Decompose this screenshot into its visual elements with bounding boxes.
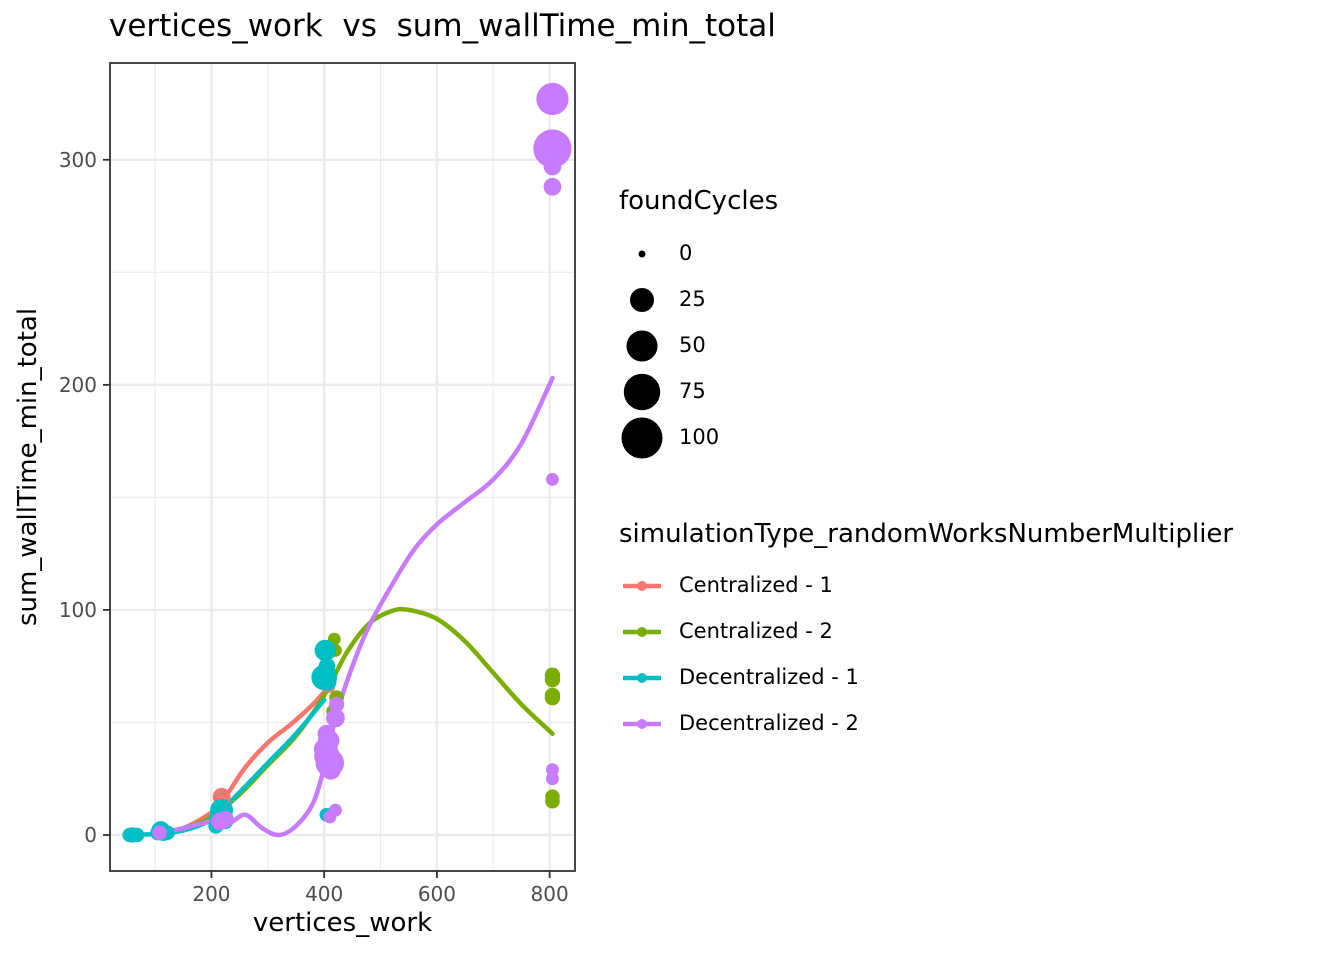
data-point <box>533 129 572 168</box>
y-tick-label: 100 <box>59 598 97 622</box>
size-legend-keys <box>621 250 663 459</box>
major-gridlines <box>110 63 575 871</box>
size-legend-label: 100 <box>679 425 720 449</box>
data-point <box>544 672 561 688</box>
x-axis-title: vertices_work <box>252 908 433 938</box>
data-point <box>317 724 336 743</box>
y-axis-title: sum_wallTime_min_total <box>13 307 43 627</box>
data-point <box>314 639 337 662</box>
color-legend-label: Decentralized - 1 <box>679 665 859 689</box>
color-legend-keys <box>623 581 661 729</box>
panel-border <box>109 62 576 872</box>
data-point <box>545 793 560 809</box>
color-legend-label: Centralized - 2 <box>679 619 833 643</box>
data-point <box>323 810 337 824</box>
data-point <box>536 82 569 116</box>
color-legend-dot <box>637 581 647 591</box>
minor-gridlines <box>110 63 575 871</box>
data-point <box>129 827 145 843</box>
color-legend-label: Decentralized - 2 <box>679 711 859 735</box>
y-tick-label: 300 <box>59 148 97 172</box>
size-legend-title: foundCycles <box>619 186 779 216</box>
data-point <box>318 673 337 691</box>
size-legend-label: 25 <box>679 287 706 311</box>
data-point <box>326 708 345 728</box>
size-legend-label: 50 <box>679 333 706 357</box>
color-legend-dot <box>637 673 647 683</box>
data-points <box>122 82 572 843</box>
color-legend-title: simulationType_randomWorksNumberMultipli… <box>619 519 1234 549</box>
data-point <box>321 759 341 780</box>
x-tick-label: 400 <box>305 882 343 906</box>
data-point <box>217 810 234 828</box>
y-tick-label: 0 <box>84 823 97 847</box>
data-point <box>543 157 562 176</box>
size-legend-key <box>630 288 654 312</box>
panel-background <box>110 63 575 871</box>
chart-title: vertices_work vs sum_wallTime_min_total <box>109 8 776 44</box>
data-point <box>546 472 559 486</box>
data-point <box>546 763 559 777</box>
x-tick-label: 600 <box>418 882 456 906</box>
size-legend-label: 75 <box>679 379 706 403</box>
size-legend-key <box>621 417 663 459</box>
data-point <box>546 772 559 786</box>
data-point <box>543 177 562 196</box>
color-legend-dot <box>637 719 647 729</box>
x-tick-label: 200 <box>192 882 230 906</box>
size-legend-key <box>638 250 646 258</box>
y-tick-label: 200 <box>59 373 97 397</box>
data-point <box>328 696 345 713</box>
data-point <box>152 825 167 841</box>
data-point <box>544 690 561 706</box>
size-legend-label: 0 <box>679 241 693 265</box>
size-legend-key <box>623 373 661 411</box>
axis-tick-labels: 200 400 600 800 0 100 200 300 <box>59 148 569 906</box>
axis-ticks <box>103 158 551 878</box>
size-legend-key <box>626 330 658 362</box>
color-legend-label: Centralized - 1 <box>679 573 833 597</box>
x-tick-label: 800 <box>531 882 569 906</box>
color-legend-dot <box>637 627 647 637</box>
